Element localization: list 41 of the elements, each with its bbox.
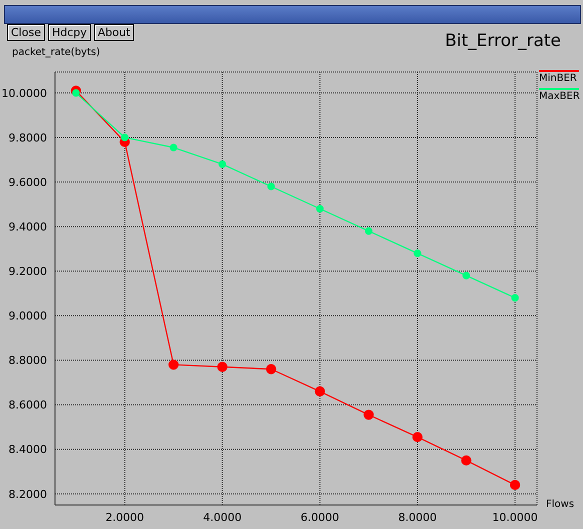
y-tick-label: 10.0000 <box>2 86 47 100</box>
point <box>218 160 226 168</box>
point <box>316 204 324 213</box>
point <box>170 144 178 152</box>
legend-label: MinBER <box>539 70 579 84</box>
point <box>510 480 520 490</box>
point <box>72 89 80 97</box>
y-tick-label: 9.6000 <box>8 176 47 189</box>
text: Close <box>7 24 45 41</box>
y-tick-label: 9.2000 <box>8 265 47 278</box>
point <box>461 455 472 466</box>
point <box>414 250 422 258</box>
x-tick-label: 4.0000 <box>203 510 242 524</box>
point <box>168 360 179 370</box>
y-tick-label: 9.4000 <box>8 220 47 234</box>
y-tick-label: 8.2000 <box>8 488 47 501</box>
legend-label: MaxBER <box>539 88 580 102</box>
text: Hdcpy <box>48 24 91 41</box>
point <box>364 227 372 235</box>
point <box>120 134 129 142</box>
point <box>266 364 276 374</box>
point <box>462 272 470 280</box>
x-tick-label: 10.0000 <box>492 510 538 524</box>
x-tick-label: 8.0000 <box>398 510 437 524</box>
y-tick-label: 8.4000 <box>8 443 47 456</box>
text: About <box>94 24 134 41</box>
point <box>267 182 275 190</box>
point <box>511 294 519 302</box>
point <box>364 410 374 420</box>
point <box>412 432 423 442</box>
chart-title: Bit_Error_rate <box>445 31 562 51</box>
point <box>217 362 228 372</box>
x-tick-label: 2.0000 <box>106 510 144 524</box>
y-axis-title: packet_rate(byts) <box>12 47 100 58</box>
x-tick-label: 6.0000 <box>300 510 340 524</box>
y-tick-label: 8.6000 <box>8 398 47 412</box>
x-axis-title: Flows <box>546 499 574 510</box>
y-tick-label: 9.0000 <box>8 310 47 323</box>
y-tick-label: 9.8000 <box>8 131 47 144</box>
point <box>314 386 326 397</box>
y-tick-label: 8.8000 <box>8 354 47 368</box>
